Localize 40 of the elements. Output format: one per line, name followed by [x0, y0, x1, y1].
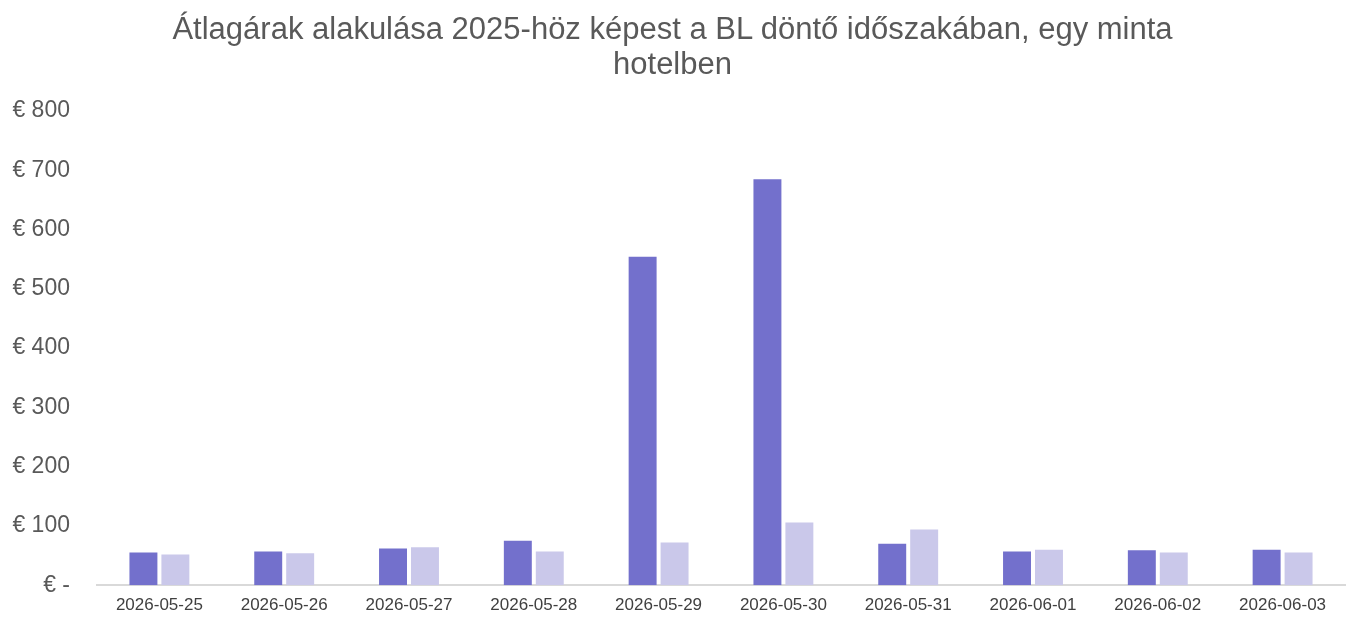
y-tick-label: € 400: [12, 333, 70, 360]
bar: [254, 551, 283, 586]
bar: [753, 179, 782, 586]
y-tick-label: € 200: [12, 452, 70, 479]
y-tick-label: € 600: [12, 214, 70, 241]
bar: [628, 256, 657, 586]
bar: [1159, 552, 1188, 586]
bar: [411, 547, 439, 586]
bar: [286, 553, 315, 586]
y-tick-label: € 300: [12, 392, 70, 419]
x-tick-label: 2026-06-03: [1239, 595, 1327, 615]
x-tick-label: 2026-05-27: [365, 595, 453, 615]
bar: [161, 554, 190, 586]
bar: [535, 551, 564, 586]
y-tick-label: € 800: [12, 96, 70, 123]
bar: [1252, 549, 1281, 586]
bar: [1035, 549, 1063, 586]
bar: [1284, 552, 1313, 586]
bar: [910, 529, 939, 586]
y-tick-label: € -: [43, 570, 70, 597]
bar: [660, 542, 689, 586]
bar: [503, 540, 532, 586]
x-tick-label: 2026-05-31: [864, 595, 952, 615]
x-tick-label: 2026-05-29: [615, 595, 703, 615]
bar: [785, 522, 814, 586]
y-tick-label: € 100: [12, 511, 70, 538]
chart-title: Átlagárak alakulása 2025-höz képest a BL döntő időszakában, egy minta hotelben: [172, 11, 1174, 82]
x-tick-label: 2026-05-25: [115, 595, 203, 615]
bar: [129, 552, 158, 586]
x-tick-label: 2026-05-28: [490, 595, 578, 615]
x-tick-label: 2026-05-30: [739, 595, 827, 615]
x-tick-label: 2026-06-02: [1114, 595, 1202, 615]
bar: [1003, 551, 1031, 586]
bar: [878, 543, 907, 586]
y-tick-label: € 700: [12, 155, 70, 182]
bar: [1127, 550, 1156, 586]
y-tick-label: € 500: [12, 274, 70, 301]
bar: [379, 548, 407, 586]
x-tick-label: 2026-06-01: [989, 595, 1077, 615]
x-tick-label: 2026-05-26: [240, 595, 328, 615]
